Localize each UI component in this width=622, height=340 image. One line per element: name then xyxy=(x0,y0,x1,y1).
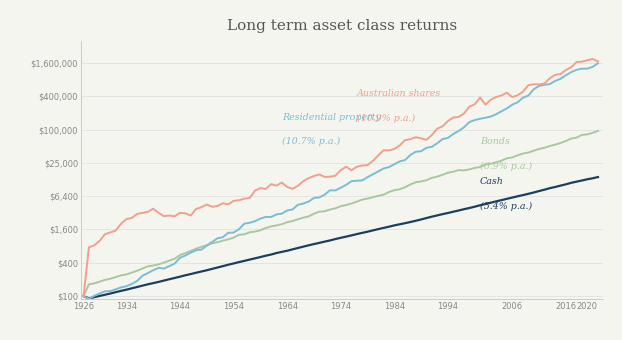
Text: (6.9% p.a.): (6.9% p.a.) xyxy=(480,162,532,171)
Text: (5.4% p.a.): (5.4% p.a.) xyxy=(480,201,532,210)
Text: Cash: Cash xyxy=(480,177,504,186)
Text: Residential property: Residential property xyxy=(282,113,381,122)
Text: (10.7% p.a.): (10.7% p.a.) xyxy=(282,137,340,147)
Text: (10.9% p.a.): (10.9% p.a.) xyxy=(357,114,415,123)
Text: Bonds: Bonds xyxy=(480,137,510,147)
Text: Australian shares: Australian shares xyxy=(357,89,441,98)
Title: Long term asset class returns: Long term asset class returns xyxy=(227,19,457,33)
